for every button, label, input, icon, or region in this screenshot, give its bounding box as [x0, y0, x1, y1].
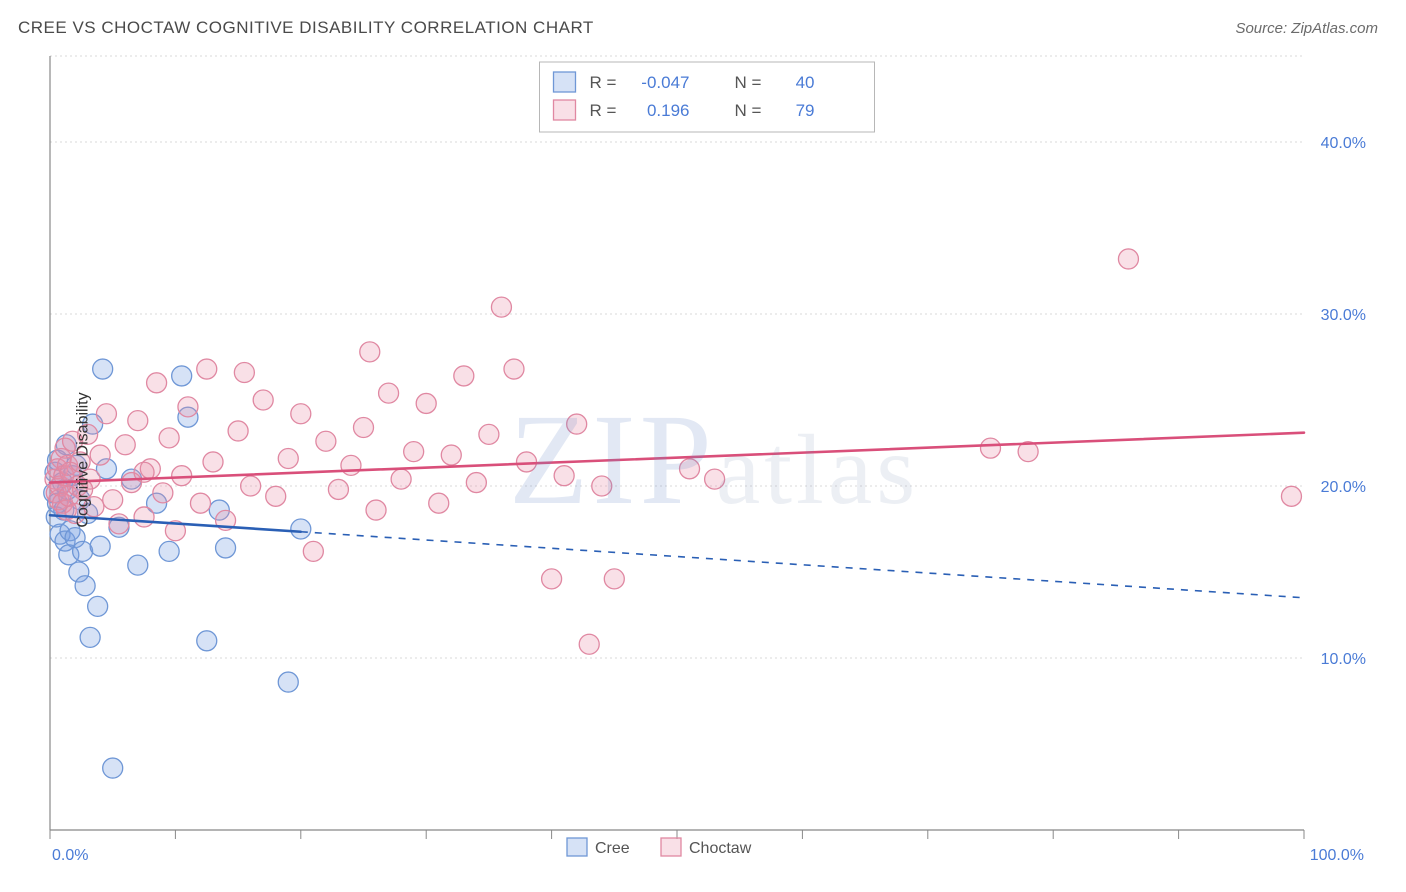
svg-text:40: 40: [796, 73, 815, 92]
svg-text:20.0%: 20.0%: [1321, 479, 1366, 496]
header-bar: CREE VS CHOCTAW COGNITIVE DISABILITY COR…: [0, 0, 1406, 38]
svg-text:R =: R =: [590, 101, 617, 120]
source-label: Source: ZipAtlas.com: [1235, 20, 1378, 37]
svg-text:Choctaw: Choctaw: [689, 840, 752, 857]
svg-text:0.196: 0.196: [647, 101, 690, 120]
chart-title: CREE VS CHOCTAW COGNITIVE DISABILITY COR…: [18, 18, 594, 38]
svg-text:-0.047: -0.047: [641, 73, 689, 92]
svg-text:40.0%: 40.0%: [1321, 135, 1366, 152]
svg-text:10.0%: 10.0%: [1321, 651, 1366, 668]
svg-text:Cree: Cree: [595, 840, 630, 857]
svg-text:100.0%: 100.0%: [1310, 847, 1364, 864]
svg-text:R =: R =: [590, 73, 617, 92]
scatter-chart-svg: 10.0% 20.0% 30.0% 40.0% 0.0% 100.0% R = -0.047 N…: [42, 48, 1386, 872]
y-axis-label: Cognitive Disability: [75, 392, 93, 527]
svg-text:N =: N =: [735, 101, 762, 120]
svg-text:30.0%: 30.0%: [1321, 307, 1366, 324]
svg-text:79: 79: [796, 101, 815, 120]
chart-area: Cognitive Disability 10.0% 20.0% 30.0% 40.0…: [42, 48, 1386, 872]
svg-text:N =: N =: [735, 73, 762, 92]
series-Choctaw: [45, 249, 1301, 654]
svg-text:0.0%: 0.0%: [52, 847, 88, 864]
